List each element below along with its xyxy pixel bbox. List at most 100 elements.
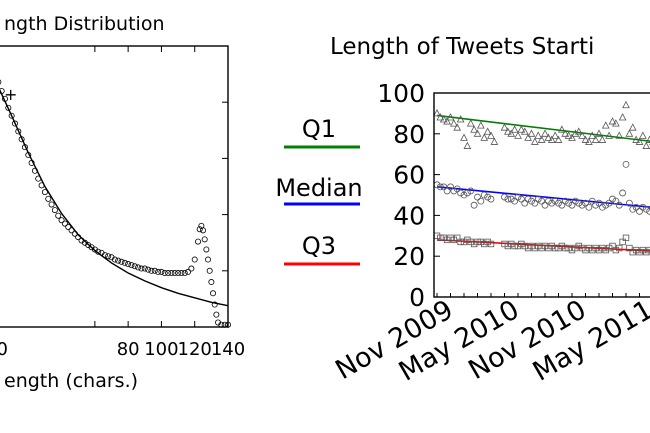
- left-legend-fragment: +: [4, 85, 17, 104]
- fit-line-q1: [436, 114, 650, 142]
- data-point-q1: [635, 137, 644, 145]
- data-point-q1: [504, 127, 512, 135]
- data-point-q3: [477, 238, 485, 246]
- data-point-q1: [605, 131, 613, 139]
- data-point-q1: [568, 133, 576, 141]
- data-point-median: [450, 187, 458, 195]
- right-y-tick-label: 40: [393, 201, 425, 230]
- data-point-q3: [551, 244, 559, 252]
- left-fit-line: [0, 88, 229, 307]
- data-point-q3: [460, 238, 468, 246]
- data-point-median: [544, 197, 552, 205]
- data-point-q1: [439, 115, 448, 123]
- left-data-point: [65, 223, 72, 230]
- data-point-median: [511, 197, 519, 205]
- data-point-q3: [521, 242, 528, 250]
- data-point-q1: [598, 135, 607, 143]
- data-point-median: [470, 201, 478, 209]
- data-point-q1: [507, 129, 516, 137]
- data-point-median: [636, 207, 643, 215]
- data-point-q1: [510, 125, 519, 133]
- data-point-q1: [601, 121, 610, 129]
- left-data-point: [171, 270, 178, 277]
- data-point-q1: [534, 131, 543, 139]
- data-point-median: [622, 160, 630, 168]
- left-data-point: [118, 258, 125, 265]
- data-point-q1: [554, 135, 563, 143]
- data-point-q1: [446, 113, 455, 121]
- data-point-median: [602, 201, 610, 209]
- data-point-q3: [612, 246, 620, 254]
- left-data-point: [15, 128, 22, 135]
- left-data-point: [75, 234, 82, 241]
- data-point-median: [619, 189, 627, 197]
- data-point-q3: [629, 248, 636, 256]
- data-point-q1: [588, 131, 597, 139]
- data-point-q3: [440, 234, 447, 242]
- left-plot-area: [0, 79, 231, 328]
- data-point-median: [615, 201, 623, 209]
- data-point-median: [447, 183, 454, 191]
- data-point-q1: [487, 131, 495, 139]
- data-point-q1: [608, 117, 617, 125]
- data-point-q1: [591, 135, 600, 143]
- data-point-q1: [473, 129, 482, 137]
- left-data-point: [21, 144, 28, 151]
- data-point-median: [585, 203, 593, 211]
- legend-label-q3: Q3: [302, 232, 336, 260]
- data-point-q3: [501, 240, 508, 248]
- data-point-q1: [483, 127, 492, 135]
- data-point-median: [568, 201, 576, 209]
- left-data-point: [175, 270, 182, 277]
- data-point-q1: [585, 137, 593, 145]
- left-data-point: [161, 270, 168, 277]
- data-point-median: [538, 197, 546, 205]
- left-data-point: [18, 136, 25, 143]
- data-point-q3: [487, 240, 495, 248]
- left-data-point: [165, 270, 172, 277]
- data-point-q1: [622, 100, 630, 109]
- left-data-point: [125, 261, 132, 268]
- data-point-q1: [578, 131, 586, 139]
- left-data-point: [151, 267, 158, 274]
- data-point-q3: [457, 238, 464, 246]
- data-point-q3: [450, 236, 458, 244]
- left-data-point: [101, 252, 108, 259]
- data-point-q1: [436, 113, 445, 121]
- data-point-median: [588, 197, 596, 205]
- data-point-q3: [524, 244, 532, 252]
- data-point-median: [528, 197, 535, 205]
- left-data-point: [211, 301, 218, 308]
- data-point-median: [484, 193, 492, 201]
- data-point-q1: [564, 131, 573, 139]
- data-point-median: [517, 195, 525, 203]
- left-data-point: [155, 268, 162, 275]
- data-point-q3: [481, 240, 488, 248]
- data-point-median: [558, 201, 566, 209]
- data-point-q3: [464, 236, 471, 244]
- left-data-point: [41, 189, 48, 196]
- data-point-q1: [558, 125, 566, 133]
- left-x-tick-label: 120: [178, 339, 212, 360]
- data-point-median: [642, 205, 650, 213]
- data-point-median: [629, 205, 637, 213]
- data-point-q3: [632, 246, 640, 254]
- data-point-median: [501, 193, 508, 201]
- data-point-median: [582, 199, 589, 207]
- data-point-median: [480, 191, 488, 199]
- data-point-q1: [456, 115, 465, 123]
- data-point-q3: [609, 242, 616, 250]
- left-data-point: [206, 267, 213, 274]
- data-point-q3: [562, 244, 569, 252]
- data-point-q3: [643, 248, 650, 256]
- left-data-point: [25, 152, 32, 159]
- data-point-median: [463, 189, 471, 197]
- data-point-q3: [626, 244, 633, 252]
- left-data-point: [158, 268, 165, 275]
- left-data-point: [205, 256, 212, 263]
- data-point-median: [453, 185, 461, 193]
- right-y-tick-label: 100: [377, 79, 425, 108]
- data-point-q3: [582, 246, 589, 254]
- fit-line-q3: [436, 239, 650, 252]
